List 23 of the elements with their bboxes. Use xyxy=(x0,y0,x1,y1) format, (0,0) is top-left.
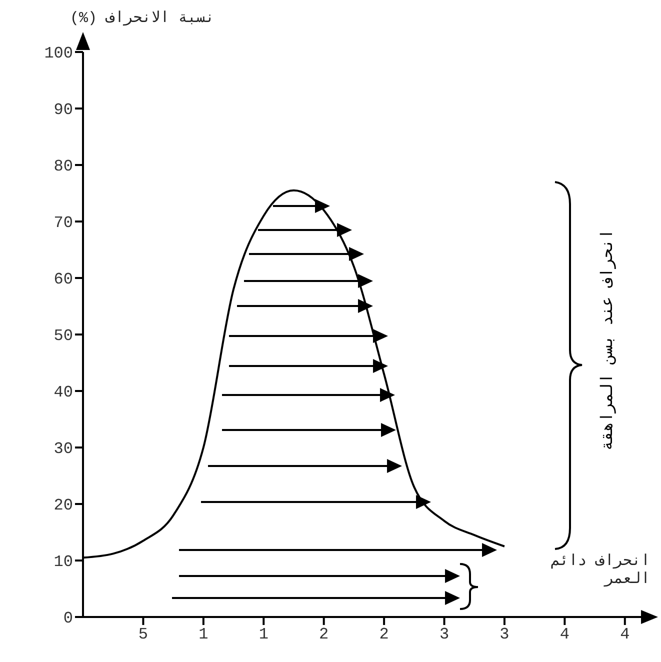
x-tick-label: 3 xyxy=(439,625,450,644)
y-tick-label: 20 xyxy=(54,496,73,515)
y-axis-title: نسبة الانحراف (%) xyxy=(70,9,214,27)
y-tick-label: 80 xyxy=(54,158,73,176)
y-tick-label: 100 xyxy=(44,44,73,63)
y-tick-label: 10 xyxy=(54,553,73,572)
y-tick-label: 90 xyxy=(54,101,73,120)
y-tick-label: 30 xyxy=(54,440,73,458)
x-tick-label: 4 xyxy=(560,625,570,644)
x-tick-label: 1 xyxy=(258,625,268,644)
x-tick-label: 2 xyxy=(379,625,389,644)
y-tick-label: 50 xyxy=(54,327,73,346)
y-tick-label: 40 xyxy=(54,384,73,402)
annotation: انحراف عند بسن المراهقة xyxy=(599,229,618,451)
x-tick-label: 4 xyxy=(620,625,630,644)
x-tick-label: 3 xyxy=(500,625,510,644)
x-tick-label: 5 xyxy=(138,625,148,644)
annotation: انحراف دائم العمر xyxy=(550,553,650,589)
y-tick-label: 60 xyxy=(54,270,73,289)
y-tick-label: 0 xyxy=(63,610,73,628)
x-tick-label: 2 xyxy=(319,625,329,644)
x-tick-label: 1 xyxy=(198,625,208,644)
y-tick-label: 70 xyxy=(54,214,73,232)
